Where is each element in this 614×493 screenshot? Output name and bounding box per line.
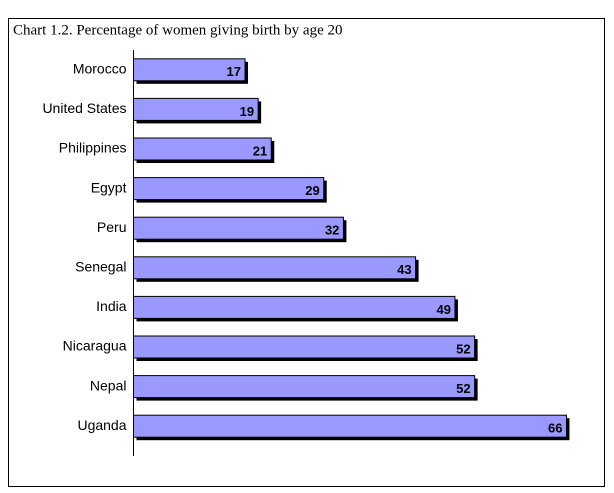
bar [133,97,259,121]
bar [133,256,417,280]
chart-frame [8,18,605,487]
y-tick-label: India [96,298,127,314]
value-label: 17 [227,64,241,79]
y-tick-label: Morocco [73,61,127,77]
y-tick-label: United States [42,100,126,116]
bar [133,295,456,319]
value-label: 21 [253,143,267,158]
bar [133,375,476,399]
value-label: 19 [240,104,254,119]
value-label: 43 [397,262,411,277]
bar [133,177,325,201]
bar [133,58,246,82]
value-label: 52 [456,381,470,396]
value-label: 32 [325,223,339,238]
y-tick-label: Philippines [59,140,127,156]
y-tick-label: Senegal [75,259,126,275]
y-tick-label: Egypt [91,179,127,195]
value-label: 49 [436,302,450,317]
bar [133,216,344,240]
bar [133,335,476,359]
value-label: 52 [456,341,470,356]
value-label: 29 [305,183,319,198]
y-tick-label: Peru [97,219,127,235]
y-tick-label: Nicaragua [63,338,127,354]
y-tick-label: Nepal [90,377,127,393]
y-tick-label: Uganda [77,417,126,433]
value-label: 66 [548,421,562,436]
bar [133,137,272,161]
chart-title: Chart 1.2. Percentage of women giving bi… [13,22,343,38]
bar [133,414,567,438]
